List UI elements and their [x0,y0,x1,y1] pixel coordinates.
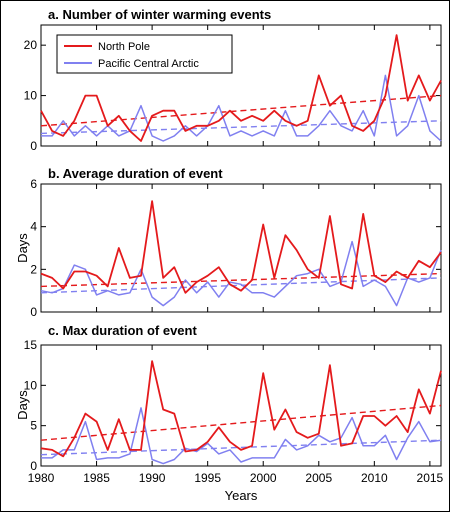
panel-b-ytick-label: 4 [30,220,37,234]
legend-label-pacific-central-arctic: Pacific Central Arctic [98,58,199,70]
panel-a-ytick-label: 10 [24,89,38,103]
panel-c-xlabel: Years [225,488,258,503]
panel-a-title: a. Number of winter warming events [48,7,271,22]
panel-a-plot-area [40,24,442,147]
panel-c-trend-north-pole [40,404,442,441]
panel-c-xtick-label: 1980 [28,471,55,485]
panel-c-xtick-label: 2005 [305,471,332,485]
panel-b: b. Average duration of event Days 0 2 4 6 [15,166,442,319]
panel-b-series-pacific-central-arctic [40,240,442,307]
panel-b-ytick-label: 6 [30,177,37,191]
panel-c-xtick-label: 1985 [83,471,110,485]
legend-label-north-pole: North Pole [98,41,150,53]
panel-c-xtick-label: 1990 [139,471,166,485]
panel-c-ytick-label: 5 [30,419,37,433]
panel-b-ylabel: Days [15,233,30,263]
panel-b-title: b. Average duration of event [48,166,223,181]
panel-c-xtick-label: 1995 [194,471,221,485]
panel-a-ytick-label: 0 [30,139,37,153]
panel-c-title: c. Max duration of event [48,323,197,338]
panel-c-ytick-label: 0 [30,459,37,473]
panel-c-trend-pacific-central-arctic [40,439,442,456]
panel-c-ytick-label: 10 [24,378,38,392]
panel-b-ytick-label: 0 [30,305,37,319]
panel-c-ytick-label: 15 [24,338,38,352]
panel-c-xtick-label: 2000 [250,471,277,485]
legend-box [56,34,233,74]
panel-b-series-north-pole [40,200,442,294]
panel-c-xtick-label: 2010 [361,471,388,485]
panel-a: a. Number of winter warming events North… [24,7,442,153]
panel-a-trend-pacific-central-arctic [40,120,442,135]
panel-a-series-north-pole [40,34,442,142]
panel-c-series-pacific-central-arctic [41,407,442,465]
panel-a-legend: North Pole Pacific Central Arctic [56,34,233,74]
panel-c-series-north-pole [40,360,442,458]
panel-c-xtick-label: 2015 [417,471,444,485]
panel-b-plot-area [40,183,442,313]
panel-c-ylabel: Days [15,390,30,420]
panel-a-ytick-label: 20 [24,38,38,52]
panel-c: c. Max duration of event Days Years 0 5 10… [15,323,444,503]
panel-a-trend-north-pole [40,94,442,127]
panel-b-ytick-label: 2 [30,262,37,276]
